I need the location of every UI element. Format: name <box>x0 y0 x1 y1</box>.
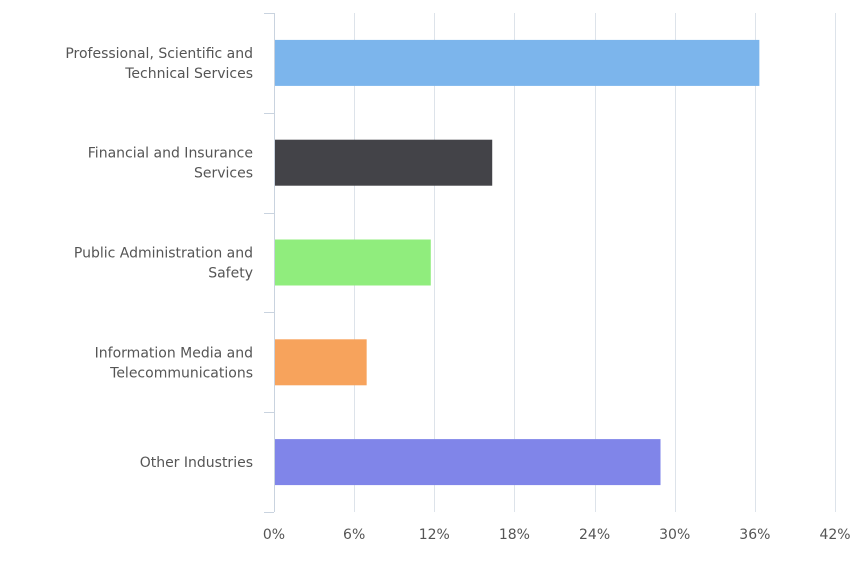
category-label: Other Industries <box>140 455 253 471</box>
axes <box>264 13 275 513</box>
x-tick-label: 42% <box>819 527 850 543</box>
x-tick-label: 12% <box>419 527 450 543</box>
x-tick-label: 36% <box>739 527 770 543</box>
category-label-line: Financial and Insurance <box>88 146 253 162</box>
category-label-line: Information Media and <box>95 345 253 361</box>
x-tick-label: 30% <box>659 527 690 543</box>
category-label: Information Media and Telecommunications <box>95 345 253 381</box>
bar-5[interactable] <box>274 439 661 486</box>
category-label: Professional, Scientific and Technical Se… <box>65 46 253 82</box>
x-tick-label: 24% <box>579 527 610 543</box>
category-label-line: Telecommunications <box>109 365 253 381</box>
bar-3[interactable] <box>274 239 431 286</box>
bar-4[interactable] <box>274 339 367 386</box>
labels: 0% 6% 12% 18% 24% 30% 36% 42% Professional, Scie… <box>65 46 850 543</box>
grid-lines <box>354 13 836 512</box>
category-label-line: Services <box>194 166 253 182</box>
x-tick-label: 0% <box>263 527 285 543</box>
bars <box>274 39 760 486</box>
bar-1[interactable] <box>274 39 760 86</box>
category-label-line: Other Industries <box>140 455 253 471</box>
category-label: Public Administration and Safety <box>74 246 253 282</box>
category-label-line: Professional, Scientific and <box>65 46 253 62</box>
category-label: Financial and Insurance Services <box>88 146 253 182</box>
bar-2[interactable] <box>274 139 493 186</box>
category-label-line: Public Administration and <box>74 246 253 262</box>
category-label-line: Technical Services <box>124 66 253 82</box>
x-tick-label: 18% <box>499 527 530 543</box>
category-label-line: Safety <box>208 266 253 282</box>
x-tick-label: 6% <box>343 527 365 543</box>
